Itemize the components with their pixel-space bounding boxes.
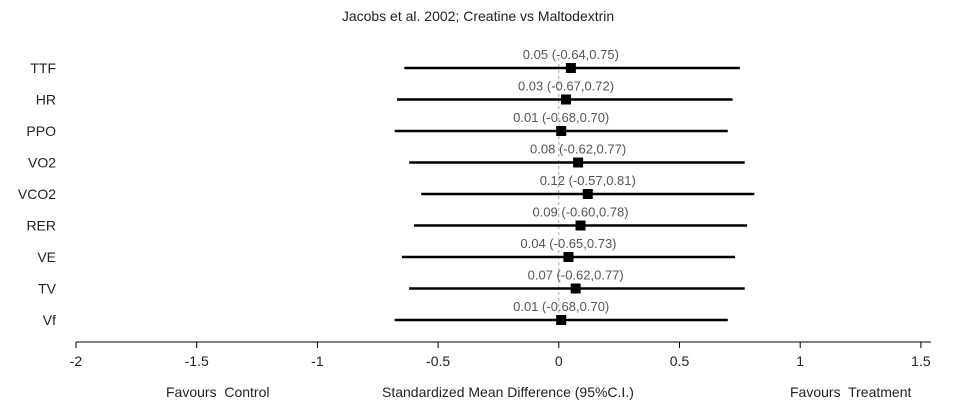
estimate-ci-label: 0.12 (-0.57,0.81) — [540, 173, 636, 188]
row-label: PPO — [26, 123, 56, 139]
estimate-ci-label: 0.01 (-0.68,0.70) — [513, 110, 609, 125]
row-label: Vf — [43, 312, 56, 328]
favours-treatment-label: Favours Treatment — [790, 384, 912, 400]
x-tick-label: 1 — [796, 353, 804, 369]
estimate-ci-label: 0.09 (-0.60,0.78) — [532, 205, 628, 220]
estimate-ci-label: 0.04 (-0.65,0.73) — [520, 236, 616, 251]
row-label: VE — [37, 249, 56, 265]
point-estimate-marker — [582, 189, 593, 199]
x-axis-label: Standardized Mean Difference (95%C.I.) — [382, 384, 634, 400]
row-label: VO2 — [28, 155, 56, 171]
point-estimate-marker — [563, 252, 574, 262]
row-label: TV — [38, 281, 57, 297]
estimate-ci-label: 0.08 (-0.62,0.77) — [530, 142, 626, 157]
estimate-ci-label: 0.05 (-0.64,0.75) — [523, 47, 619, 62]
x-tick-label: 1.5 — [911, 353, 931, 369]
point-estimate-marker — [556, 126, 567, 136]
estimate-ci-label: 0.03 (-0.67,0.72) — [518, 79, 614, 94]
x-tick-label: 0 — [555, 353, 563, 369]
point-estimate-marker — [575, 220, 586, 231]
chart-title: Jacobs et al. 2002; Creatine vs Maltodex… — [341, 8, 615, 24]
x-tick-label: -2 — [70, 353, 83, 369]
x-tick-label: -0.5 — [426, 353, 450, 369]
x-tick-label: 0.5 — [670, 353, 690, 369]
point-estimate-marker — [556, 315, 567, 325]
row-label: HR — [36, 92, 56, 108]
point-estimate-marker — [573, 157, 584, 168]
point-estimate-marker — [561, 94, 572, 105]
x-tick-label: -1 — [311, 353, 324, 369]
estimate-ci-label: 0.07 (-0.62,0.77) — [528, 268, 624, 283]
row-label: RER — [26, 218, 56, 234]
favours-control-label: Favours Control — [166, 384, 270, 400]
point-estimate-marker — [565, 63, 576, 73]
row-label: TTF — [30, 60, 56, 76]
estimate-ci-label: 0.01 (-0.68,0.70) — [513, 299, 609, 314]
point-estimate-marker — [570, 283, 581, 294]
x-tick-label: -1.5 — [185, 353, 209, 369]
row-label: VCO2 — [18, 186, 56, 202]
